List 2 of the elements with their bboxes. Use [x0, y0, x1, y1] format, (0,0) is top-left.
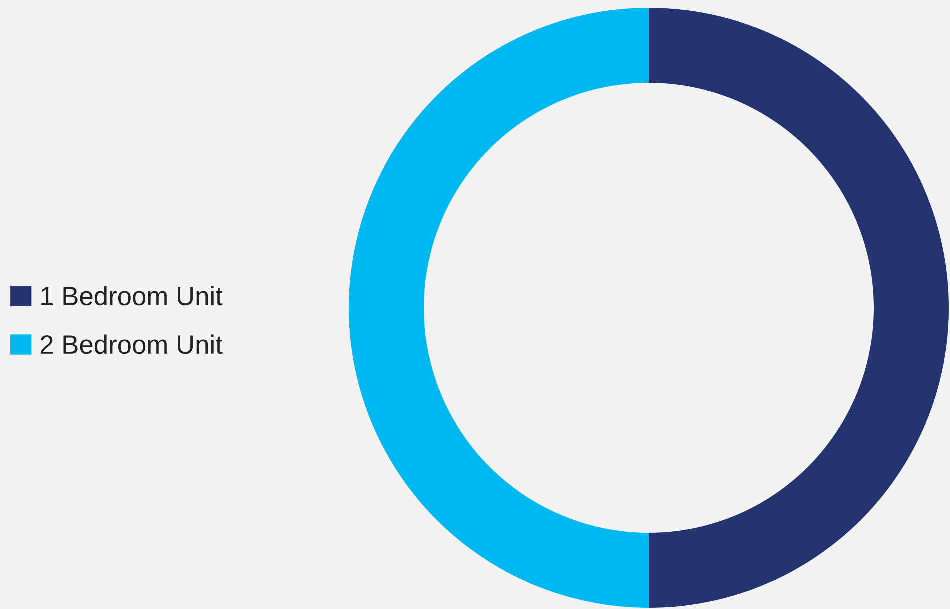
- legend-label: 2 Bedroom Unit: [40, 334, 223, 354]
- legend-label: 1 Bedroom Unit: [42, 286, 223, 306]
